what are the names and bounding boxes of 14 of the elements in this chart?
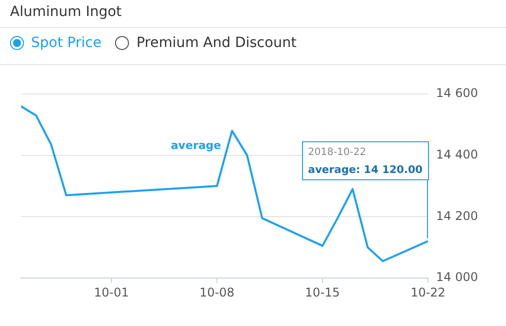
y-tick-label: 14 000 — [436, 270, 478, 284]
x-tick-label: 10-22 — [410, 285, 446, 300]
y-tick-label: 14 600 — [436, 86, 478, 100]
y-tick-label: 14 400 — [436, 147, 478, 162]
x-tick-label: 10-01 — [94, 285, 129, 300]
annotation: average: 14 120.00 — [308, 164, 423, 176]
text: Spot Price — [31, 35, 102, 51]
x-tick-label: 10-08 — [200, 285, 234, 300]
series-label: average — [170, 138, 222, 152]
chart-title: Aluminum Ingot — [10, 4, 122, 20]
text: Premium And Discount — [136, 35, 296, 51]
y-tick-label: 14 200 — [436, 208, 478, 223]
x-tick-label: 10-15 — [305, 285, 340, 300]
annotation: 2018-10-22 — [308, 146, 366, 158]
